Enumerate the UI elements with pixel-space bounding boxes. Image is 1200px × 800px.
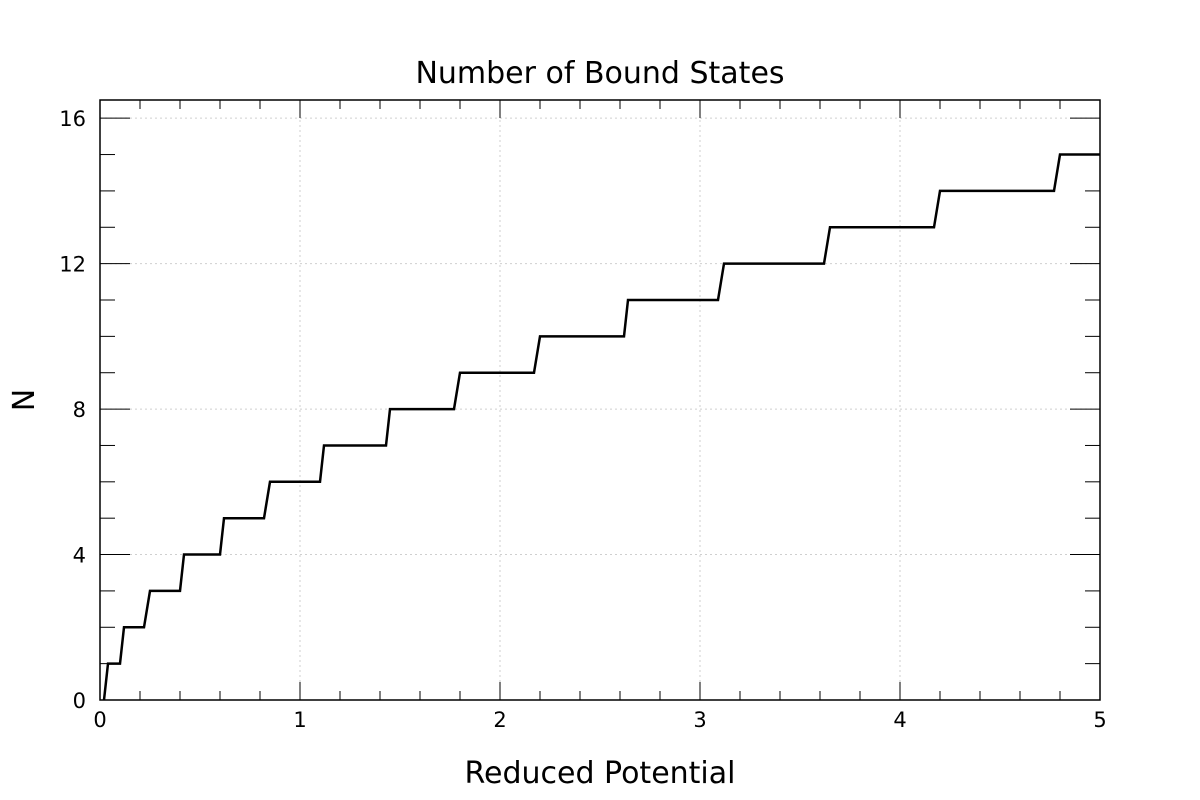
y-tick-label: 0 [73,689,86,713]
plot-frame [99,99,1101,701]
x-axis-label: Reduced Potential [465,756,736,791]
grid [100,100,1100,700]
y-tick-label: 16 [59,107,86,131]
x-tick-label: 5 [1093,708,1106,732]
chart-title: Number of Bound States [415,56,784,91]
y-tick-label: 8 [73,398,86,422]
x-tick-label: 0 [93,708,106,732]
y-axis-label: N [7,389,42,411]
y-tick-label: 4 [73,544,86,568]
x-tick-label: 3 [693,708,706,732]
series-group [102,153,1100,701]
x-tick-label: 2 [493,708,506,732]
x-tick-label: 1 [293,708,306,732]
x-tick-label: 4 [893,708,906,732]
y-tick-label: 12 [59,253,86,277]
series-line [102,153,1100,701]
